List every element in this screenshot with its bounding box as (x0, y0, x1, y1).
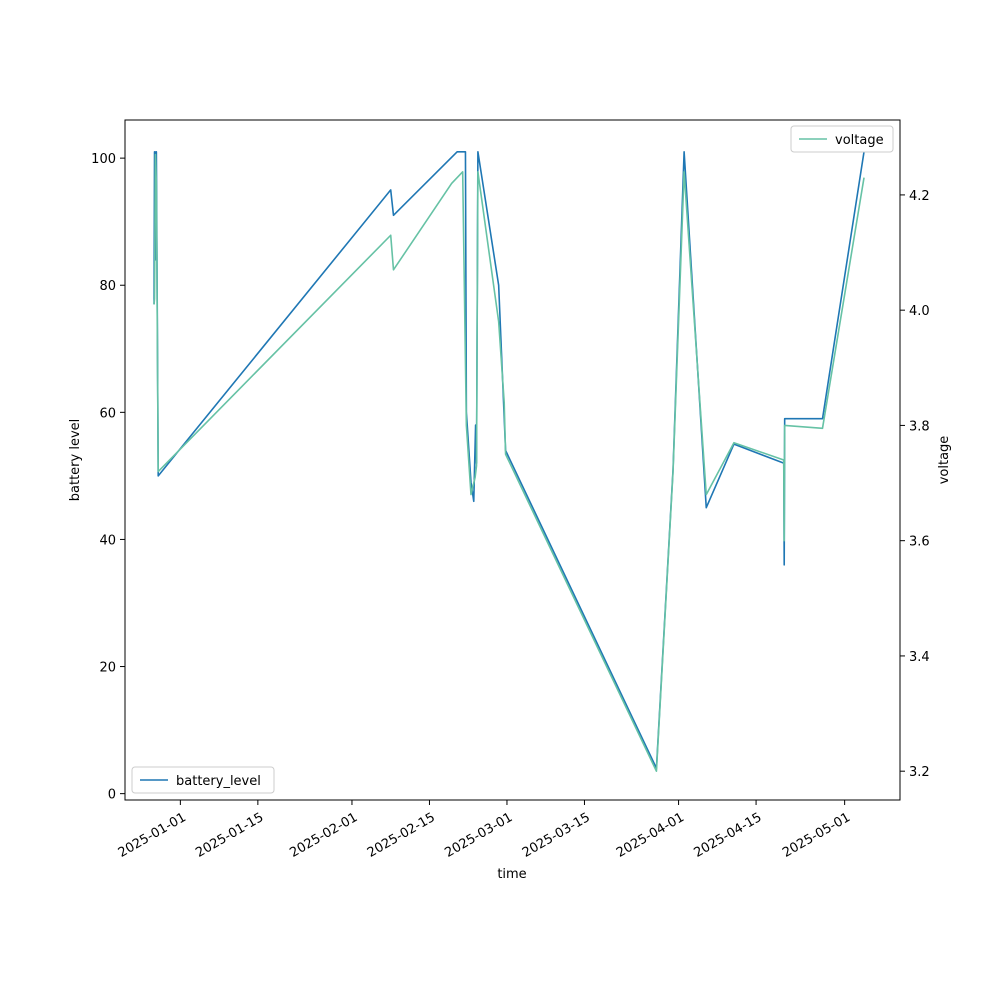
plot-lines (153, 150, 865, 772)
y-right-axis-title: voltage (937, 436, 952, 485)
y-right-axis-ticks: 3.2 3.4 3.6 3.8 4.0 4.2 (900, 189, 930, 780)
y-left-tick-label: 0 (108, 788, 116, 803)
plot-frame (124, 119, 901, 801)
y-left-tick-label: 80 (99, 279, 116, 294)
series-line-battery-level (153, 150, 865, 770)
legend-voltage: voltage (790, 125, 894, 153)
y-left-tick-label: 100 (91, 152, 116, 167)
legend-battery-level: battery_level (131, 766, 275, 794)
legend-label: voltage (835, 133, 884, 148)
y-left-axis-title: battery level (68, 419, 83, 502)
y-left-tick-label: 20 (99, 661, 116, 676)
y-right-tick-label: 3.8 (909, 419, 930, 434)
y-right-tick-label: 4.2 (909, 189, 930, 204)
y-left-tick-label: 40 (99, 533, 116, 548)
x-axis-title: time (497, 867, 526, 882)
legend-label: battery_level (176, 774, 261, 789)
y-left-axis-ticks: 0 20 40 60 80 100 (91, 152, 125, 803)
series-line-voltage (153, 153, 865, 772)
legend-box (131, 766, 275, 794)
y-left-tick-label: 60 (99, 406, 116, 421)
y-right-tick-label: 3.4 (909, 650, 930, 665)
y-right-tick-label: 3.6 (909, 535, 930, 550)
y-right-tick-label: 4.0 (909, 304, 930, 319)
legend-box (790, 125, 894, 153)
y-right-tick-label: 3.2 (909, 765, 930, 780)
